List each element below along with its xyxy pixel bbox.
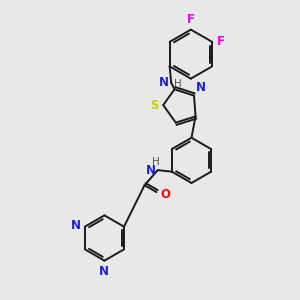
Text: F: F [217, 35, 224, 48]
Text: N: N [99, 265, 109, 278]
Text: H: H [152, 157, 160, 167]
Text: F: F [187, 13, 195, 26]
Text: O: O [160, 188, 170, 201]
Text: N: N [71, 219, 81, 232]
Text: N: N [196, 81, 206, 94]
Text: N: N [159, 76, 169, 89]
Text: S: S [150, 99, 159, 112]
Text: H: H [174, 79, 182, 89]
Text: N: N [146, 164, 156, 177]
